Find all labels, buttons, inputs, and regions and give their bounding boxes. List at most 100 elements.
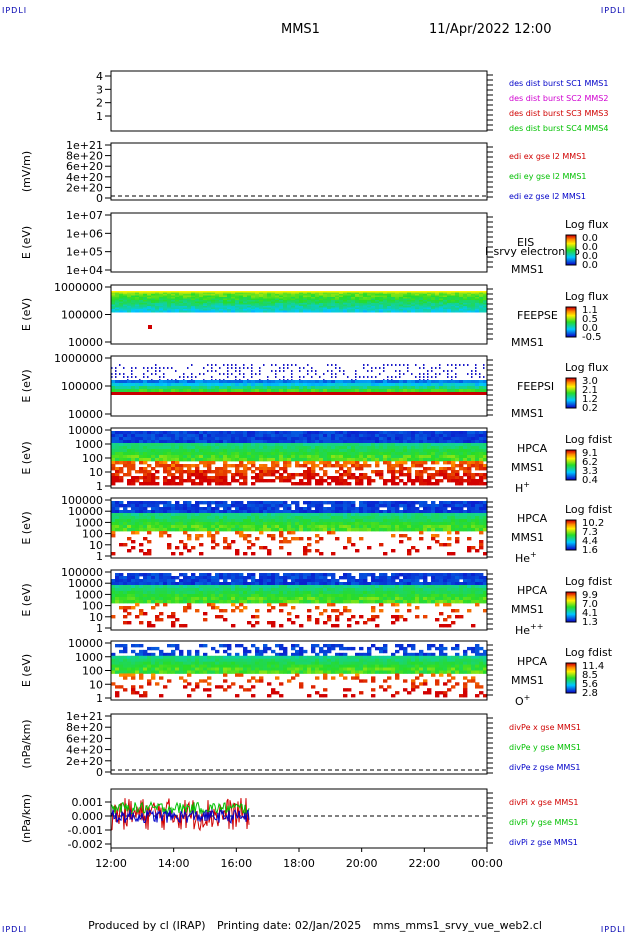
spectrogram-cell [339, 519, 344, 523]
spectrogram-cell [131, 297, 136, 299]
spectrogram-cell [231, 476, 236, 480]
spectrogram-cell [239, 482, 244, 486]
spectrogram-cell [203, 470, 208, 474]
species-label: H+ [515, 480, 530, 495]
colorbar-segment [566, 243, 576, 245]
spectrogram-cell [123, 309, 128, 311]
spectrogram-cell [223, 537, 228, 541]
spectrogram-cell [303, 304, 308, 307]
spectrogram-cell [135, 446, 140, 450]
spectrogram-cell [167, 482, 172, 486]
spectrogram-cell [179, 303, 184, 305]
spectrogram-cell [419, 309, 424, 311]
spectrogram-cell [179, 525, 184, 529]
spectrogram-cell [179, 304, 184, 307]
spectrogram-cell [443, 516, 448, 520]
spectrogram-cell [463, 309, 468, 311]
spectrogram-cell [219, 309, 224, 311]
spectrogram-cell [423, 443, 428, 447]
spectrogram-cell [391, 298, 396, 301]
spectrogram-cell [147, 585, 152, 589]
spectrogram-cell [167, 301, 172, 304]
spectrogram-cell [395, 306, 400, 308]
spectrogram-cell [323, 522, 328, 526]
spectrogram-cell [259, 298, 264, 301]
colorbar-segment [566, 310, 576, 312]
spectrogram-cell [323, 528, 328, 532]
spectrogram-cell [351, 443, 356, 447]
spectrogram-cell [367, 292, 372, 295]
spectrogram-cell [355, 292, 360, 295]
colorbar-segment [566, 399, 576, 401]
spectrogram-cell [223, 470, 228, 474]
spectrogram-cell [387, 300, 392, 302]
spectrogram-cell [115, 591, 120, 595]
spectrogram-cell [315, 306, 320, 308]
spectrogram-cell [307, 507, 312, 511]
spectrogram-cell [275, 298, 280, 301]
spectrogram-cell [247, 298, 252, 301]
spectrogram-cell [295, 294, 300, 296]
spectrogram-cell [231, 473, 236, 477]
spectrogram-cell [483, 295, 488, 298]
spectrogram-cell [139, 292, 144, 295]
spectrogram-cell [115, 588, 120, 592]
spectrogram-cell [147, 621, 152, 625]
spectrogram-cell [455, 510, 460, 514]
spectrogram-cell [323, 458, 328, 462]
spectrogram-cell [267, 434, 272, 438]
spectrogram-cell [191, 301, 196, 304]
spectrogram-cell [339, 300, 344, 302]
spectrogram-cell [399, 437, 404, 441]
spectrogram-cell [147, 476, 152, 480]
spectrogram-cell [167, 573, 172, 577]
spectrogram-cell [163, 446, 168, 450]
spectrogram-cell [455, 376, 457, 378]
spectrogram-cell [159, 573, 164, 577]
spectrogram-cell [347, 309, 352, 311]
spectrogram-cell [483, 473, 488, 477]
spectrogram-cell [295, 510, 300, 514]
spectrogram-cell [335, 455, 340, 459]
spectrogram-cell [307, 292, 312, 295]
spectrogram-cell [435, 295, 440, 298]
spectrogram-cell [159, 525, 164, 529]
spectrogram-cell [287, 291, 292, 293]
spectrogram-cell [363, 291, 368, 293]
spectrogram-cell [283, 537, 288, 541]
spectrogram-cell [255, 449, 260, 453]
spectrogram-cell [335, 479, 340, 483]
spectrogram-cell [207, 522, 212, 526]
spectrogram-cell [155, 309, 160, 311]
colorbar-segment [566, 259, 576, 261]
spectrogram-cell [283, 389, 288, 393]
spectrogram-cell [307, 383, 312, 387]
spectrogram-cell [291, 376, 293, 378]
spectrogram-cell [411, 501, 416, 505]
spectrogram-cell [419, 446, 424, 450]
spectrogram-cell [415, 476, 420, 480]
spectrogram-cell [367, 291, 372, 293]
spectrogram-cell [483, 449, 488, 453]
spectrogram-cell [231, 292, 236, 295]
spectrogram-cell [403, 452, 408, 456]
spectrogram-cell [119, 470, 124, 474]
colorbar-segment [566, 236, 576, 238]
spectrogram-cell [239, 300, 244, 302]
spectrogram-cell [263, 458, 268, 462]
spectrogram-cell [475, 292, 480, 295]
spectrogram-cell [159, 510, 164, 514]
spectrogram-cell [343, 292, 348, 295]
spectrogram-cell [431, 367, 433, 369]
spectrogram-cell [159, 522, 164, 526]
spectrogram-cell [155, 576, 160, 580]
spectrogram-cell [411, 386, 416, 390]
spectrogram-cell [219, 295, 224, 298]
spectrogram-cell [155, 291, 160, 293]
spectrogram-cell [455, 455, 460, 459]
spectrogram-cell [223, 309, 228, 311]
spectrogram-cell [387, 294, 392, 296]
spectrogram-cell [391, 295, 396, 298]
spectrogram-cell [455, 294, 460, 296]
spectrogram-cell [267, 467, 272, 471]
